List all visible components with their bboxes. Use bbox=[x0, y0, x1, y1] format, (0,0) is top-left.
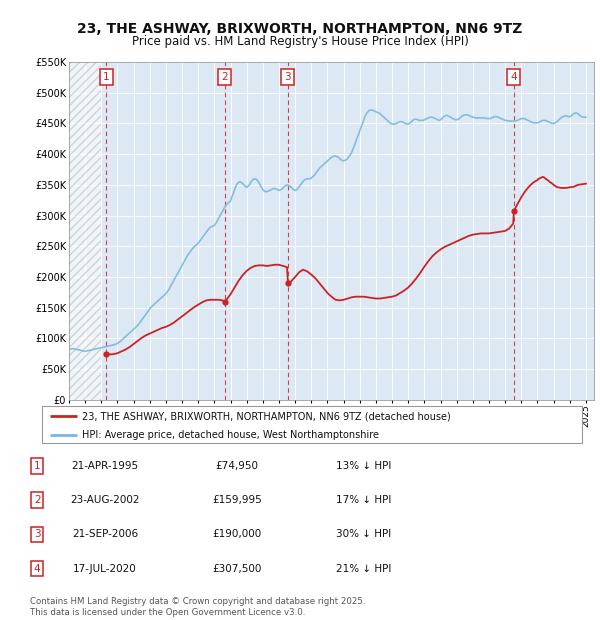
FancyBboxPatch shape bbox=[42, 406, 582, 443]
Text: 4: 4 bbox=[511, 72, 517, 82]
Text: £307,500: £307,500 bbox=[212, 564, 262, 574]
Text: Contains HM Land Registry data © Crown copyright and database right 2025.
This d: Contains HM Land Registry data © Crown c… bbox=[30, 598, 365, 617]
Text: £190,000: £190,000 bbox=[212, 529, 262, 539]
Text: HPI: Average price, detached house, West Northamptonshire: HPI: Average price, detached house, West… bbox=[83, 430, 380, 440]
Text: 17% ↓ HPI: 17% ↓ HPI bbox=[336, 495, 391, 505]
Bar bbox=[69, 62, 101, 400]
Text: £159,995: £159,995 bbox=[212, 495, 262, 505]
Text: 23-AUG-2002: 23-AUG-2002 bbox=[70, 495, 140, 505]
Text: 23, THE ASHWAY, BRIXWORTH, NORTHAMPTON, NN6 9TZ (detached house): 23, THE ASHWAY, BRIXWORTH, NORTHAMPTON, … bbox=[83, 411, 451, 421]
Text: 23, THE ASHWAY, BRIXWORTH, NORTHAMPTON, NN6 9TZ: 23, THE ASHWAY, BRIXWORTH, NORTHAMPTON, … bbox=[77, 22, 523, 36]
Text: Price paid vs. HM Land Registry's House Price Index (HPI): Price paid vs. HM Land Registry's House … bbox=[131, 35, 469, 48]
Text: 4: 4 bbox=[34, 564, 41, 574]
Text: £74,950: £74,950 bbox=[215, 461, 259, 471]
Text: 21-APR-1995: 21-APR-1995 bbox=[71, 461, 139, 471]
Text: 17-JUL-2020: 17-JUL-2020 bbox=[73, 564, 137, 574]
Text: 3: 3 bbox=[34, 529, 41, 539]
Text: 1: 1 bbox=[103, 72, 109, 82]
Text: 3: 3 bbox=[284, 72, 291, 82]
Text: 13% ↓ HPI: 13% ↓ HPI bbox=[336, 461, 391, 471]
Text: 1: 1 bbox=[34, 461, 41, 471]
Text: 2: 2 bbox=[221, 72, 228, 82]
Text: 2: 2 bbox=[34, 495, 41, 505]
Text: 30% ↓ HPI: 30% ↓ HPI bbox=[336, 529, 391, 539]
Text: 21-SEP-2006: 21-SEP-2006 bbox=[72, 529, 138, 539]
Text: 21% ↓ HPI: 21% ↓ HPI bbox=[336, 564, 391, 574]
